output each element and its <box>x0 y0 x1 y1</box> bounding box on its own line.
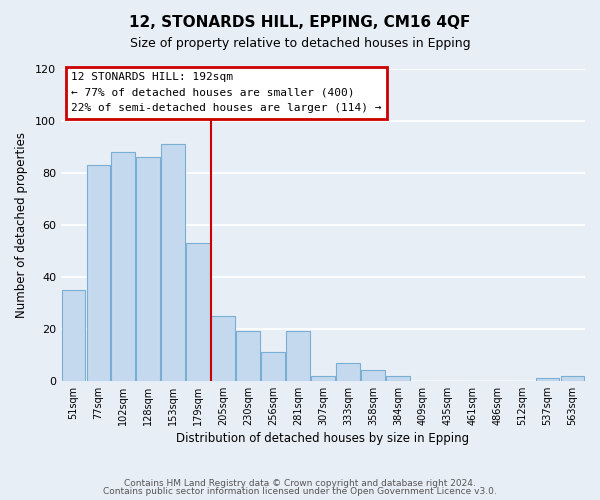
Bar <box>536 378 559 381</box>
Bar <box>236 332 260 381</box>
Bar <box>560 376 584 381</box>
Bar <box>161 144 185 381</box>
Bar <box>187 243 210 381</box>
Text: 12 STONARDS HILL: 192sqm
← 77% of detached houses are smaller (400)
22% of semi-: 12 STONARDS HILL: 192sqm ← 77% of detach… <box>71 72 382 114</box>
Y-axis label: Number of detached properties: Number of detached properties <box>15 132 28 318</box>
X-axis label: Distribution of detached houses by size in Epping: Distribution of detached houses by size … <box>176 432 470 445</box>
Bar <box>336 362 360 381</box>
Bar <box>386 376 410 381</box>
Bar <box>261 352 285 381</box>
Text: 12, STONARDS HILL, EPPING, CM16 4QF: 12, STONARDS HILL, EPPING, CM16 4QF <box>130 15 470 30</box>
Text: Size of property relative to detached houses in Epping: Size of property relative to detached ho… <box>130 38 470 51</box>
Bar <box>86 165 110 381</box>
Bar <box>286 332 310 381</box>
Text: Contains HM Land Registry data © Crown copyright and database right 2024.: Contains HM Land Registry data © Crown c… <box>124 478 476 488</box>
Bar <box>112 152 135 381</box>
Bar <box>211 316 235 381</box>
Text: Contains public sector information licensed under the Open Government Licence v3: Contains public sector information licen… <box>103 487 497 496</box>
Bar <box>136 158 160 381</box>
Bar <box>311 376 335 381</box>
Bar <box>361 370 385 381</box>
Bar <box>62 290 85 381</box>
